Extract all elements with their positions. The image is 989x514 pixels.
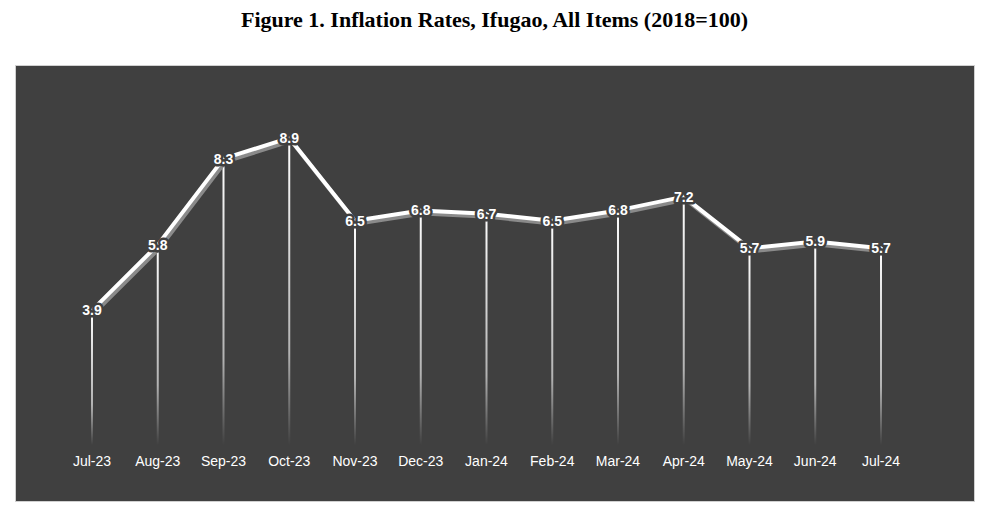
drop-line	[157, 245, 159, 445]
plot-marks	[91, 138, 883, 445]
drop-line	[814, 241, 816, 445]
x-tick-label: Feb-24	[530, 453, 575, 469]
drop-line	[880, 248, 882, 445]
data-labels: 3.9 5.8 8.3 8.9 6.5 6.8 6.7 6.5 6.8 7.2 5.7 5.9 5.7	[82, 130, 891, 319]
x-tick-label: Jan-24	[465, 453, 508, 469]
data-label: 5.8	[148, 237, 168, 253]
x-tick-label: Aug-23	[135, 453, 180, 469]
plot-background	[16, 66, 975, 502]
drop-line	[486, 214, 488, 445]
data-line	[92, 138, 881, 311]
data-label: 6.5	[345, 213, 365, 229]
drop-line	[749, 248, 751, 445]
data-label: 8.9	[280, 130, 300, 146]
data-label: 6.7	[477, 206, 497, 222]
x-tick-label: Apr-24	[663, 453, 705, 469]
drop-line	[683, 197, 685, 445]
x-tick-label: Oct-23	[268, 453, 310, 469]
x-tick-label: Jul-24	[862, 453, 900, 469]
x-tick-label: Dec-23	[398, 453, 443, 469]
drop-line	[617, 210, 619, 445]
x-tick-label: Sep-23	[201, 453, 246, 469]
drop-line	[551, 221, 553, 445]
drop-line	[223, 159, 225, 445]
chart-svg: Figure 1. Inflation Rates, Ifugao, All I…	[0, 0, 989, 514]
data-label: 5.9	[806, 233, 826, 249]
x-tick-label: Nov-23	[332, 453, 377, 469]
chart-title: Figure 1. Inflation Rates, Ifugao, All I…	[241, 7, 748, 32]
data-label: 5.7	[740, 240, 760, 256]
drop-line	[91, 310, 93, 445]
x-tick-label: Jul-23	[73, 453, 111, 469]
data-label: 8.3	[214, 151, 234, 167]
x-axis-labels: Jul-23 Aug-23 Sep-23 Oct-23 Nov-23 Dec-23 Jan-…	[73, 453, 900, 469]
data-label: 3.9	[82, 302, 102, 318]
line-shadow	[94, 141, 883, 314]
data-label: 6.8	[608, 202, 628, 218]
data-label: 6.8	[411, 202, 431, 218]
drop-line	[354, 221, 356, 445]
x-tick-label: Mar-24	[596, 453, 641, 469]
chart-container: Figure 1. Inflation Rates, Ifugao, All I…	[0, 0, 989, 514]
data-label: 5.7	[871, 240, 891, 256]
x-tick-label: Jun-24	[794, 453, 837, 469]
data-label: 6.5	[543, 213, 563, 229]
drop-line	[288, 138, 290, 445]
drop-line	[420, 210, 422, 445]
x-tick-label: May-24	[726, 453, 773, 469]
data-label: 7.2	[674, 189, 694, 205]
